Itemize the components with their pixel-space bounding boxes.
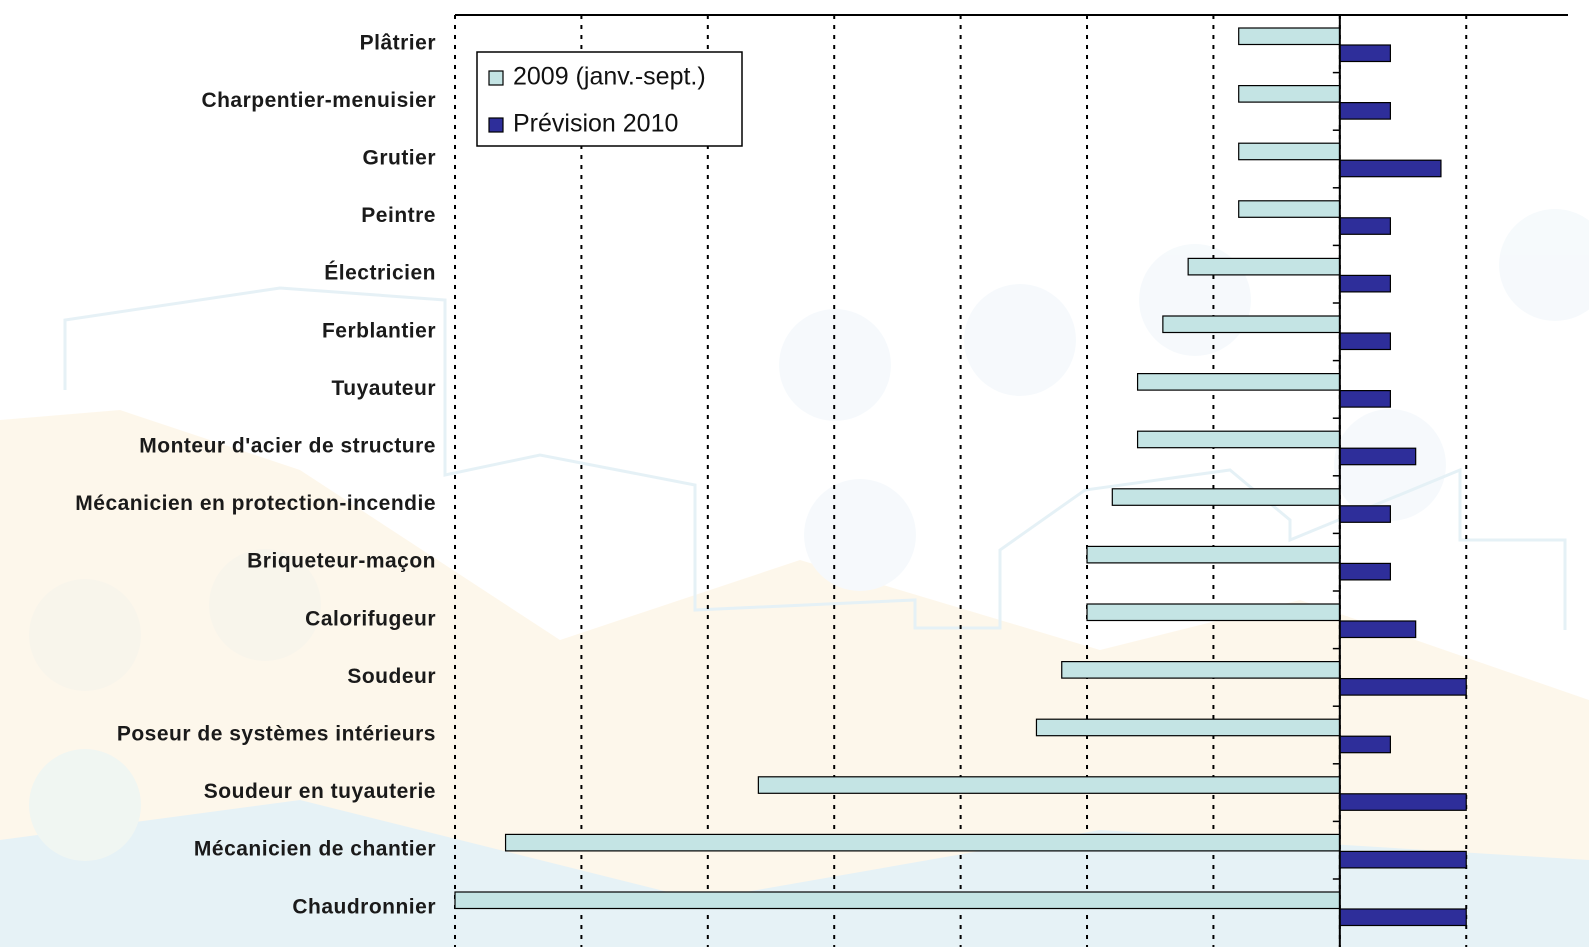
bar <box>1339 217 1391 235</box>
bar <box>757 776 1341 794</box>
bar <box>1136 373 1341 391</box>
category-label: Soudeur <box>347 665 436 688</box>
bar <box>1339 159 1442 178</box>
category-label: Grutier <box>362 147 436 170</box>
bar <box>1339 44 1391 63</box>
bar <box>1339 735 1391 754</box>
bar <box>1339 850 1467 869</box>
category-label: Briqueteur-maçon <box>247 550 436 573</box>
category-label: Électricien <box>324 262 436 285</box>
legend-swatch <box>488 117 504 133</box>
bar <box>1238 84 1341 103</box>
category-label: Soudeur en tuyauterie <box>204 780 436 803</box>
category-label: Mécanicien en protection-incendie <box>75 492 436 515</box>
category-label: Poseur de systèmes intérieurs <box>117 723 436 746</box>
bar <box>1238 27 1341 46</box>
bar <box>1035 718 1341 737</box>
bar <box>1339 390 1391 408</box>
bar <box>1339 101 1391 120</box>
legend-swatch <box>488 70 504 86</box>
bar <box>1238 200 1341 218</box>
bar <box>1339 677 1467 696</box>
background-decoration <box>0 209 1589 947</box>
bar <box>1238 142 1341 161</box>
category-label: Tuyauteur <box>332 377 436 400</box>
bar <box>1339 274 1391 293</box>
bar <box>1339 332 1391 351</box>
bar <box>1111 488 1341 506</box>
plot-area <box>454 14 1568 947</box>
bar <box>1339 620 1417 639</box>
category-label: Plâtrier <box>360 31 436 54</box>
category-label: Ferblantier <box>322 319 436 342</box>
legend-box <box>476 51 743 147</box>
category-label: Chaudronnier <box>292 895 436 918</box>
bar <box>1187 257 1341 276</box>
legend-label: 2009 (janv.-sept.) <box>513 63 706 91</box>
bar <box>1339 505 1391 523</box>
bar <box>504 833 1341 852</box>
legend: 2009 (janv.-sept.) Prévision 2010 <box>476 51 743 147</box>
bar <box>1339 908 1467 927</box>
category-label: Monteur d'acier de structure <box>139 435 436 458</box>
bar <box>1136 430 1341 449</box>
bar <box>454 891 1341 910</box>
category-label: Charpentier-menuisier <box>201 89 436 112</box>
bar <box>1339 793 1467 811</box>
bar <box>1339 562 1391 581</box>
bar <box>1162 315 1341 334</box>
bar <box>1086 603 1341 622</box>
bar <box>1086 545 1341 564</box>
category-label: Calorifugeur <box>305 607 436 630</box>
category-label: Mécanicien de chantier <box>194 838 436 861</box>
legend-label: Prévision 2010 <box>513 110 678 138</box>
category-label: Peintre <box>361 204 436 227</box>
bar <box>1339 447 1417 466</box>
bar <box>1061 660 1341 679</box>
